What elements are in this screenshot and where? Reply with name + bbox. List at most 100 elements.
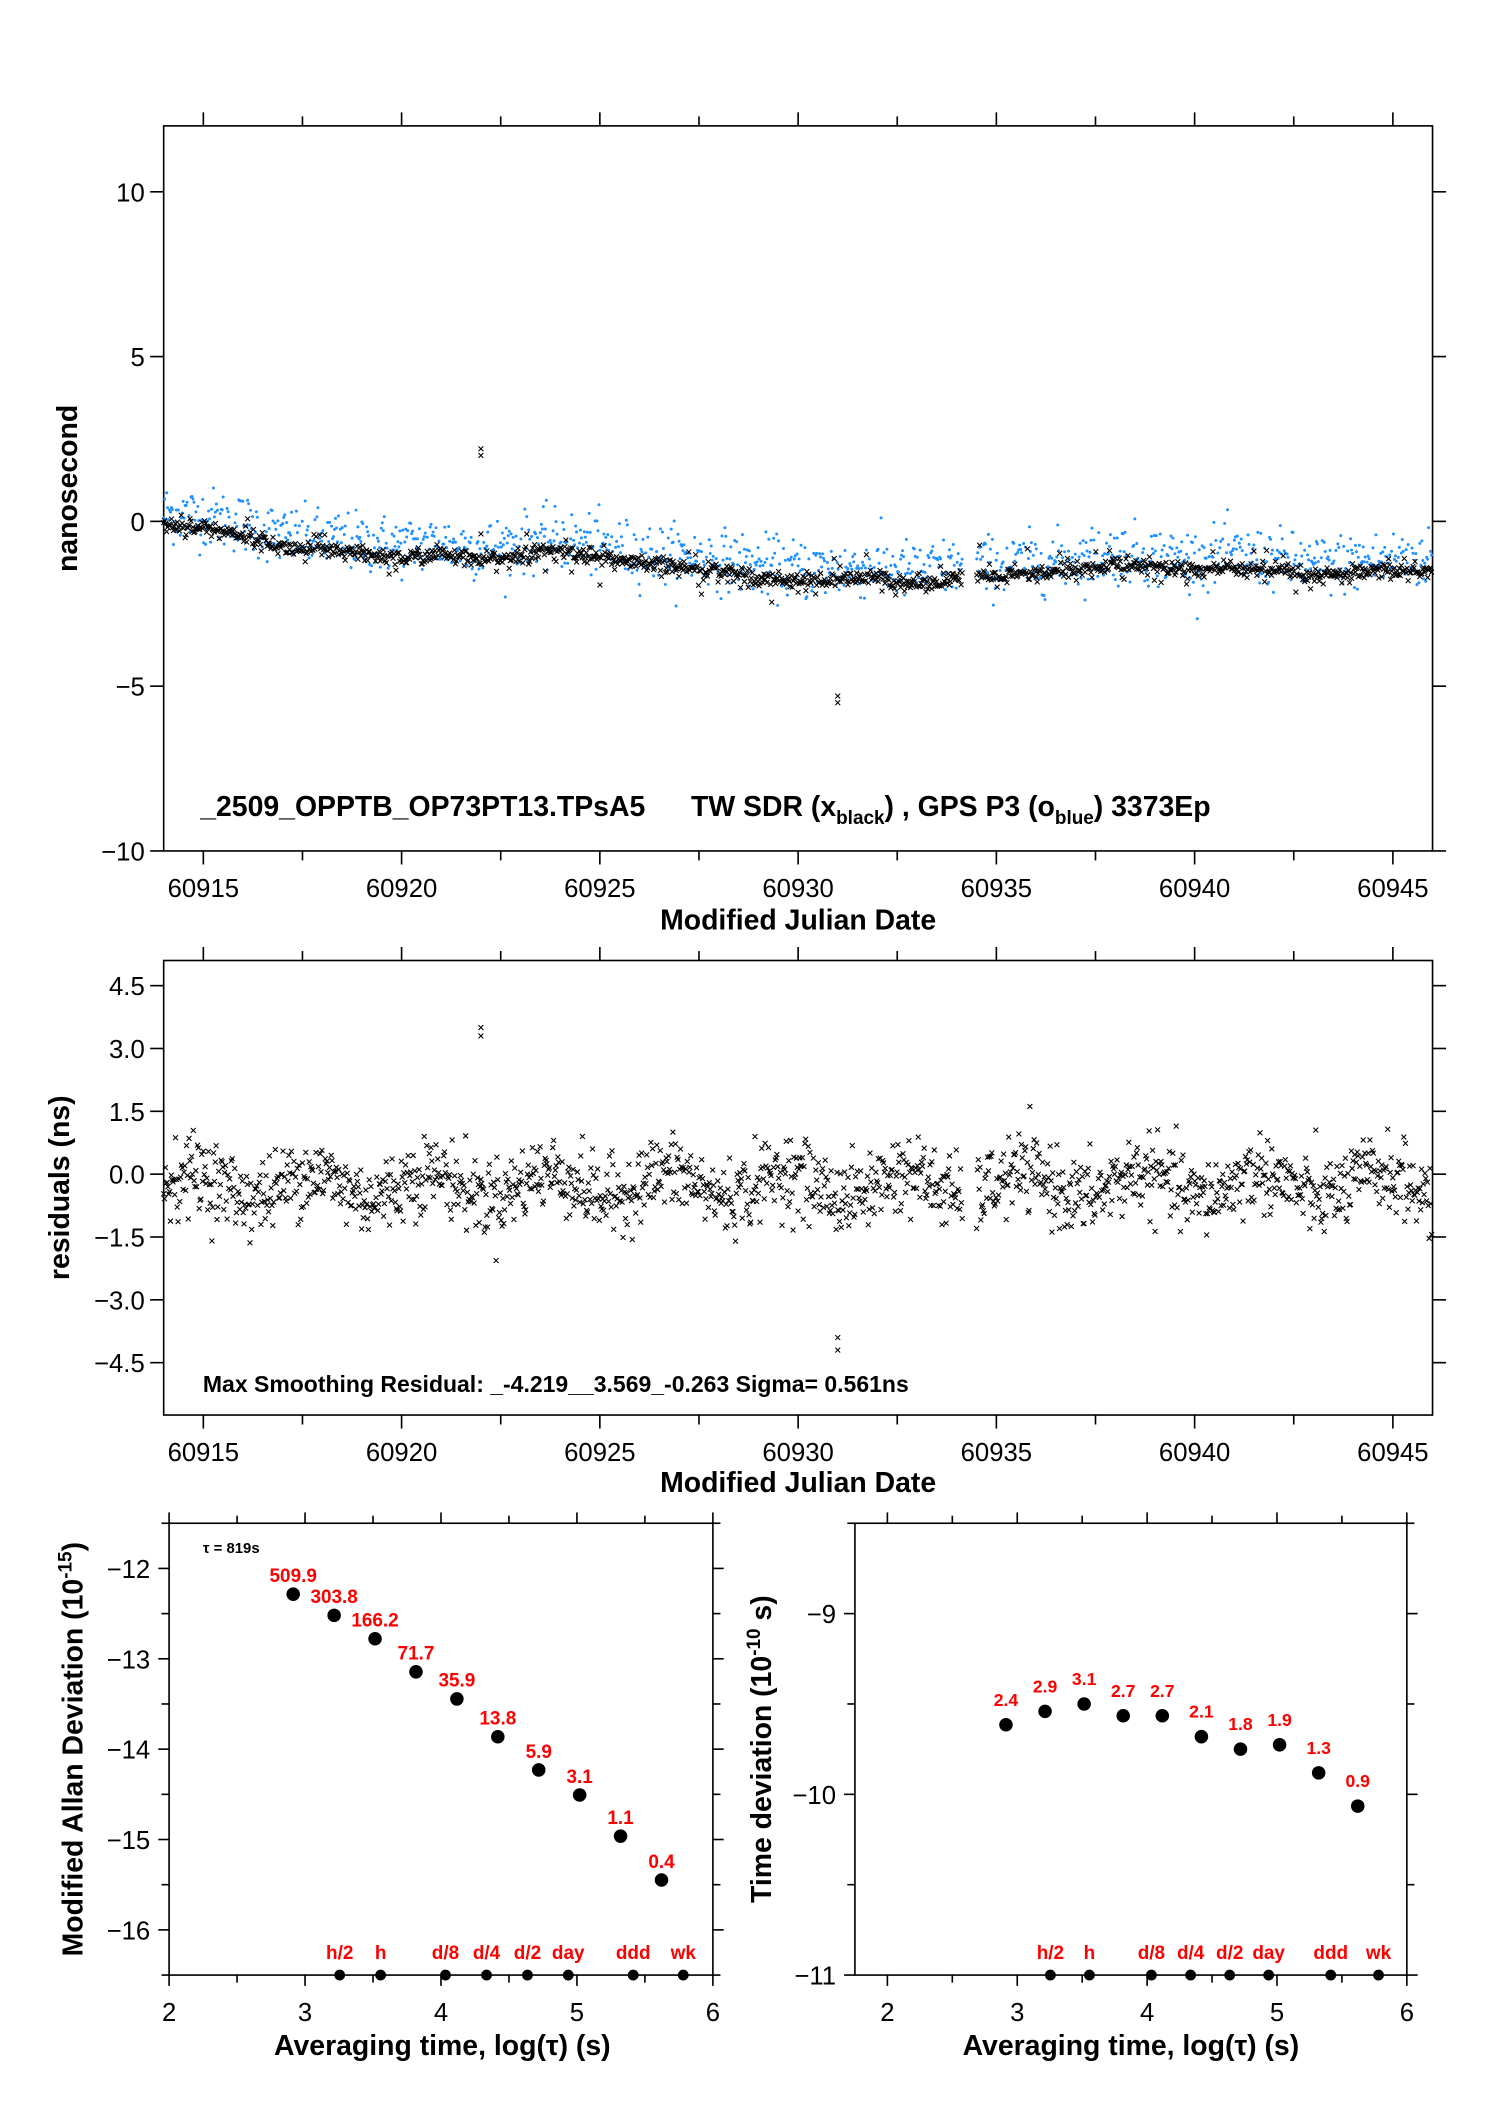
deviation-point: [286, 1587, 300, 1601]
blue-data-point: [1405, 561, 1409, 565]
black-data-point: [1384, 569, 1391, 575]
blue-data-point: [882, 551, 886, 555]
residual-point: [1075, 1203, 1081, 1210]
blue-data-point: [864, 548, 868, 552]
residual-point: [976, 1186, 982, 1192]
black-data-point: [685, 549, 692, 555]
residual-point: [977, 1164, 983, 1171]
residual-point: [643, 1152, 650, 1158]
deviation-point: [572, 1788, 587, 1802]
residual-point: [789, 1190, 796, 1196]
blue-data-point: [1401, 549, 1405, 553]
blue-data-point: [343, 524, 347, 528]
residual-point: [204, 1207, 211, 1213]
black-data-point: [176, 528, 183, 534]
deviation-point: [1077, 1697, 1091, 1711]
blue-data-point: [724, 534, 728, 538]
blue-data-point: [169, 510, 173, 514]
blue-data-point: [1107, 544, 1111, 548]
blue-data-point: [421, 537, 425, 541]
blue-data-point: [755, 560, 759, 564]
black-data-point: [981, 569, 988, 575]
residual-point: [832, 1190, 839, 1197]
y-axis-label: Time deviation (10-10 s): [744, 1595, 778, 1903]
black-data-point: [764, 579, 770, 586]
blue-data-point: [868, 564, 872, 568]
blue-data-point: [644, 551, 648, 555]
residual-point: [268, 1185, 274, 1191]
black-data-point: [192, 528, 198, 535]
residual-point: [1292, 1175, 1299, 1182]
blue-data-point: [1156, 585, 1160, 589]
outlier-point: [478, 452, 484, 459]
black-data-point: [449, 552, 456, 559]
black-data-point: [768, 599, 775, 606]
black-data-point: [257, 541, 264, 548]
residual-point: [357, 1167, 364, 1173]
residual-point: [626, 1193, 633, 1200]
residual-point: [565, 1168, 571, 1175]
residual-point: [1225, 1163, 1231, 1170]
black-data-point: [607, 550, 614, 557]
blue-data-point: [822, 559, 826, 563]
residual-point: [1069, 1173, 1075, 1180]
residual-point: [1202, 1183, 1208, 1190]
data-label: 2.4: [994, 1690, 1019, 1710]
blue-data-point: [695, 559, 699, 563]
residual-point: [1178, 1157, 1185, 1164]
residual-point: [818, 1194, 824, 1200]
residual-point: [607, 1191, 614, 1197]
residual-point: [1133, 1150, 1140, 1156]
residual-point: [340, 1196, 346, 1202]
residual-point: [1140, 1174, 1147, 1181]
blue-data-point: [1394, 559, 1398, 563]
residual-point: [1417, 1206, 1424, 1213]
residual-point: [1393, 1209, 1399, 1216]
black-data-point: [393, 567, 399, 573]
black-data-point: [1048, 573, 1054, 580]
blue-data-point: [956, 552, 960, 556]
residual-point: [257, 1172, 263, 1178]
black-data-point: [358, 548, 365, 554]
blue-data-point: [425, 535, 429, 539]
blue-data-point: [284, 536, 288, 540]
black-data-point: [614, 561, 621, 568]
residual-point: [1200, 1189, 1207, 1196]
residual-point: [986, 1153, 993, 1160]
blue-data-point: [370, 564, 374, 568]
residual-point: [626, 1161, 632, 1168]
blue-data-point: [766, 592, 770, 596]
residual-point: [379, 1188, 385, 1194]
residual-point: [544, 1172, 551, 1179]
blue-data-point: [214, 502, 218, 506]
residual-point: [1046, 1208, 1053, 1215]
residual-point: [464, 1189, 471, 1196]
blue-data-point: [879, 516, 883, 520]
residual-point: [269, 1222, 276, 1229]
residual-point: [391, 1187, 398, 1194]
residual-point: [1159, 1162, 1165, 1168]
blue-data-point: [167, 518, 171, 522]
blue-data-point: [728, 557, 732, 561]
residual-point: [1097, 1169, 1103, 1176]
black-data-point: [847, 570, 854, 577]
blue-data-point: [536, 536, 539, 540]
blue-data-point: [795, 552, 799, 556]
residual-point: [1219, 1183, 1225, 1190]
blue-data-point: [573, 543, 577, 547]
residual-point: [1426, 1235, 1432, 1242]
black-data-point: [1418, 570, 1425, 577]
deviation-point: [613, 1829, 628, 1843]
black-data-point: [476, 553, 482, 560]
residual-point: [588, 1165, 594, 1171]
residual-point: [577, 1199, 583, 1206]
blue-data-point: [1029, 541, 1033, 545]
black-data-point: [903, 578, 910, 585]
blue-data-point: [262, 523, 266, 527]
residual-point: [917, 1194, 923, 1201]
black-data-point: [550, 543, 556, 550]
residual-point: [1106, 1173, 1113, 1180]
blue-data-point: [546, 540, 550, 544]
blue-data-point: [709, 544, 713, 548]
blue-data-point: [931, 545, 935, 549]
